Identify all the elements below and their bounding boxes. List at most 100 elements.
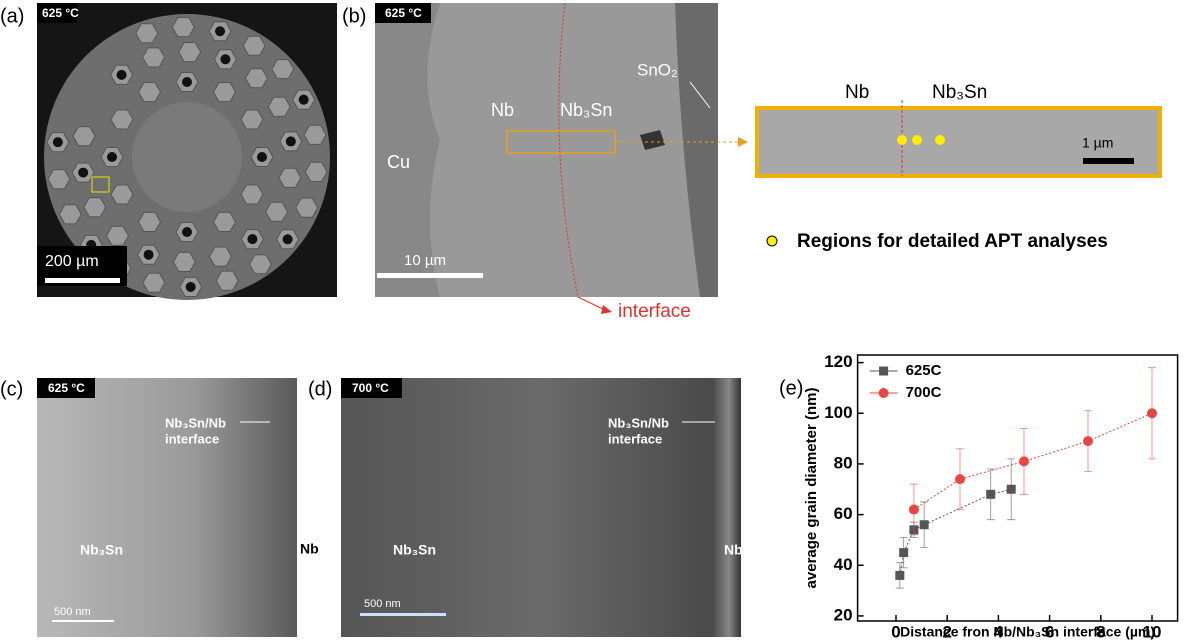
- scale-bar-label: 1 µm: [1082, 135, 1113, 151]
- region-label: Nb: [491, 100, 514, 120]
- marker: [895, 571, 904, 580]
- filament: [241, 185, 263, 204]
- region-label: Nb₃Sn: [393, 542, 436, 558]
- filament: [304, 125, 326, 144]
- void: [220, 54, 230, 64]
- legend-marker: [879, 388, 889, 398]
- marker: [1007, 485, 1016, 494]
- filament: [214, 212, 236, 231]
- panel-label: (d): [308, 378, 332, 400]
- void: [182, 227, 192, 237]
- interface-label: interface: [618, 301, 691, 322]
- arrow: [578, 297, 605, 310]
- interface-label: interface: [165, 431, 219, 446]
- void: [53, 137, 63, 147]
- filament: [48, 170, 70, 189]
- filament: [73, 127, 95, 146]
- scale-bar: [360, 613, 446, 616]
- marker: [955, 474, 965, 484]
- marker: [1147, 408, 1157, 418]
- filament: [296, 198, 318, 217]
- core: [132, 102, 242, 212]
- void: [78, 168, 88, 178]
- y-tick-label: 120: [824, 352, 852, 371]
- void: [247, 234, 257, 244]
- scale-bar-label: 200 µm: [45, 253, 99, 270]
- interface-label: Nb₃Sn/Nb: [165, 415, 226, 430]
- region-label: SnO₂: [637, 60, 678, 79]
- filament: [172, 18, 194, 37]
- filament: [173, 252, 195, 271]
- filament: [136, 24, 158, 43]
- marker: [909, 505, 919, 515]
- marker: [920, 520, 929, 529]
- scale-bar-label: 10 µm: [404, 252, 446, 269]
- void: [215, 26, 225, 36]
- temperature: 625 °C: [385, 6, 422, 20]
- void: [117, 70, 127, 80]
- filament: [243, 36, 265, 55]
- inset-label: Nb₃Sn: [932, 82, 987, 103]
- legend-marker: [767, 236, 777, 246]
- scale-bar: [45, 278, 120, 283]
- inset-label: Nb: [845, 82, 869, 103]
- panel-label: (e): [779, 377, 803, 399]
- temperature: 700 °C: [352, 381, 389, 395]
- filament: [279, 168, 301, 187]
- y-tick-label: 100: [824, 403, 852, 422]
- micrograph: [341, 378, 741, 637]
- y-tick-label: 40: [834, 555, 853, 574]
- void: [286, 136, 296, 146]
- interface-label: interface: [608, 431, 662, 446]
- void: [182, 77, 192, 87]
- void: [283, 234, 293, 244]
- filament: [59, 205, 81, 224]
- filament: [241, 110, 263, 129]
- arrow: [738, 137, 748, 147]
- void: [257, 152, 267, 162]
- y-axis-label: average grain diameter (nm): [803, 388, 820, 589]
- apt-region: [935, 135, 945, 145]
- series-line: [914, 413, 1152, 509]
- filament: [179, 43, 201, 62]
- marker: [1019, 456, 1029, 466]
- legend-label: 625C: [906, 362, 942, 379]
- x-axis-label: Distance fron Nb/Nb₃Sn interface (µm): [900, 624, 1155, 640]
- marker: [986, 490, 995, 499]
- temperature: 625 °C: [42, 6, 79, 20]
- filament: [111, 185, 133, 204]
- filament: [268, 97, 290, 116]
- interface-label: Nb₃Sn/Nb: [608, 415, 669, 430]
- filament: [214, 83, 236, 102]
- scale-bar-label: 500 nm: [364, 598, 401, 610]
- y-tick-label: 60: [834, 504, 853, 523]
- legend-label: 700C: [906, 384, 942, 401]
- filament: [143, 48, 165, 67]
- y-tick-label: 20: [834, 605, 853, 624]
- panel-label: (b): [342, 5, 366, 27]
- filament: [84, 198, 106, 217]
- region-label: Nb₃Sn: [80, 542, 123, 558]
- nb-region: [428, 3, 701, 297]
- filament: [107, 226, 129, 245]
- filament: [266, 202, 288, 221]
- filament: [249, 255, 271, 274]
- legend-marker: [879, 367, 888, 376]
- scale-bar: [52, 620, 114, 622]
- figure: (a) 625 °C 200 µm (b) 625 °C Cu Nb Nb₃Sn…: [0, 0, 1194, 642]
- void: [144, 250, 154, 260]
- panel-label: (a): [0, 5, 24, 27]
- filament: [272, 60, 294, 79]
- legend-label: Regions for detailed APT analyses: [797, 231, 1108, 252]
- filament: [209, 247, 231, 266]
- apt-region: [912, 135, 922, 145]
- scale-bar: [1083, 158, 1134, 164]
- scale-bar-label: 500 nm: [54, 606, 91, 618]
- filament: [143, 273, 165, 292]
- region-label: Nb₃Sn: [560, 100, 612, 120]
- void: [186, 282, 196, 292]
- panel-label: (c): [0, 378, 23, 400]
- filament: [246, 69, 268, 88]
- filament: [305, 162, 327, 181]
- filament: [111, 110, 133, 129]
